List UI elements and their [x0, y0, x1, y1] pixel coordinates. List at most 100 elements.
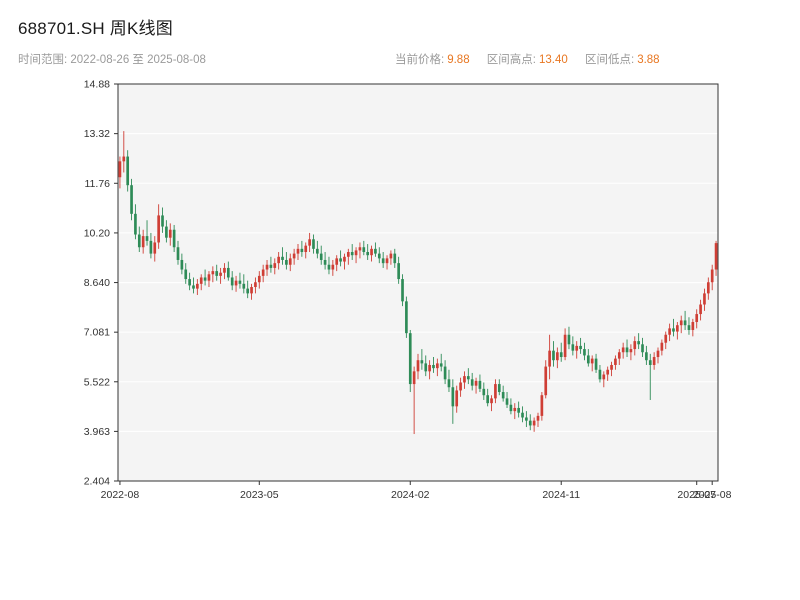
candle-body [397, 263, 400, 280]
candle-body [436, 363, 439, 369]
x-tick-label: 2024-02 [391, 489, 430, 501]
current-price-label: 当前价格: [395, 54, 445, 66]
candle-body [331, 264, 335, 270]
candle-body [513, 407, 517, 412]
candle-body [645, 352, 648, 361]
candle-body [482, 388, 486, 396]
candle-body [641, 344, 644, 353]
candle-body [300, 248, 304, 253]
candle-body [219, 272, 222, 276]
candle-body [660, 342, 664, 351]
candle-body [285, 259, 288, 265]
candle-body [265, 264, 269, 270]
candle-body [432, 364, 435, 369]
candle-body [168, 229, 172, 238]
candle-body [621, 347, 625, 353]
candle-body [552, 350, 555, 361]
y-tick-label: 14.88 [84, 79, 110, 91]
candle-body [130, 185, 133, 214]
candle-body [656, 350, 660, 358]
candle-body [676, 325, 679, 332]
axes-spines [117, 83, 719, 482]
candle-body [393, 253, 397, 264]
candle-body [710, 269, 714, 283]
candle-body [583, 349, 586, 356]
candle-body [339, 258, 342, 262]
candle-body [366, 252, 370, 256]
candle-body [184, 269, 188, 280]
candle-body [594, 358, 598, 370]
candle-body [571, 344, 575, 351]
candle-body [304, 245, 308, 253]
candle-body [350, 252, 354, 256]
candle-body [490, 398, 493, 404]
candle-body [494, 384, 497, 399]
candle-body [172, 229, 176, 248]
candle-body [141, 236, 145, 248]
candle-body [165, 226, 168, 238]
candle-body [157, 215, 160, 243]
candle-body [590, 358, 594, 364]
candle-body [602, 374, 606, 380]
candle-body [466, 376, 470, 380]
candle-body [509, 404, 513, 412]
candle-body [238, 280, 242, 284]
x-tick-label: 2025-08 [693, 489, 732, 501]
y-tick-label: 11.76 [85, 178, 111, 190]
candle-body [203, 277, 207, 281]
candle-body [288, 258, 292, 265]
candle-body [424, 363, 428, 372]
price-stats: 当前价格: 9.88 区间高点: 13.40 区间低点: 3.88 [395, 51, 674, 67]
candle-body [459, 382, 462, 391]
candle-body [192, 285, 195, 289]
candle-body [269, 264, 273, 268]
candle-body [614, 358, 617, 365]
y-tick-label: 13.32 [84, 128, 110, 140]
candle-body [308, 239, 311, 246]
candle-body [451, 387, 455, 407]
y-tick-label: 7.081 [84, 327, 110, 339]
range-low-value: 3.88 [637, 54, 660, 66]
candle-body [610, 364, 613, 370]
candle-body [586, 355, 590, 364]
time-range-label: 时间范围: 2022-08-26 至 2025-08-08 [18, 54, 206, 66]
candle-body [625, 347, 629, 353]
x-tick-label: 2022-08 [101, 489, 140, 501]
candle-body [296, 248, 300, 254]
x-tick-label: 2024-11 [542, 489, 580, 501]
candle-body [362, 247, 366, 253]
candle-body [497, 384, 501, 393]
candle-body [196, 283, 199, 289]
y-tick-label: 3.963 [84, 426, 110, 438]
candle-body [563, 334, 567, 358]
candle-body [226, 267, 230, 278]
candle-body [474, 380, 478, 386]
candle-body [521, 412, 524, 418]
candle-body [629, 349, 633, 353]
candle-body [319, 253, 323, 260]
x-tick-label: 2025-07 [677, 489, 716, 501]
candle-body [420, 360, 424, 364]
candle-body [242, 283, 246, 289]
candle-body [672, 328, 675, 332]
candle-body [412, 371, 416, 385]
candle-body [703, 293, 706, 305]
candle-body [346, 252, 350, 257]
candle-body [606, 369, 610, 375]
range-low-label: 区间低点: [584, 54, 635, 66]
candle-body [683, 320, 687, 326]
candle-body [223, 267, 226, 273]
candle-body [525, 417, 528, 421]
candle-body [575, 345, 579, 351]
candle-body [544, 366, 548, 396]
candle-body [389, 253, 393, 259]
candle-body [501, 392, 505, 399]
candle-body [679, 320, 683, 326]
candle-body [455, 390, 459, 407]
candle-body [292, 253, 296, 259]
candle-body [335, 258, 339, 265]
candle-body [126, 156, 130, 186]
candle-body [706, 282, 710, 294]
candle-body [180, 259, 184, 270]
candle-body [343, 256, 346, 262]
